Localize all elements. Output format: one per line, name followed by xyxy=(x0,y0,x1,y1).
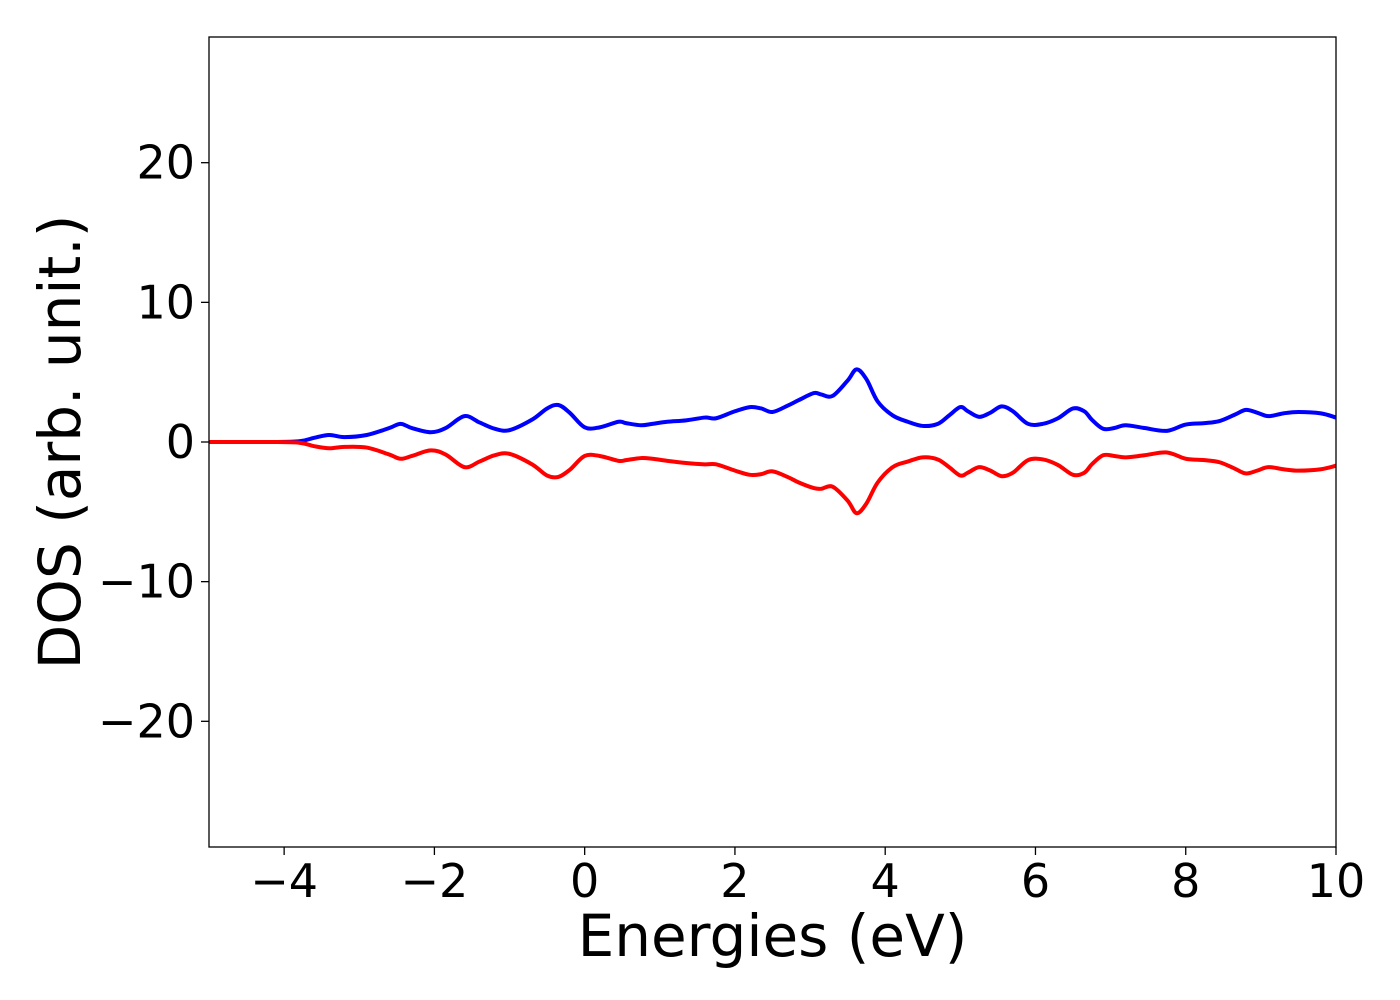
x-axis-ticks: −4 −2 0 2 4 6 8 10 xyxy=(250,847,1365,908)
y-tick-label: 0 xyxy=(166,415,195,469)
plot-frame xyxy=(208,36,1337,848)
x-tick-label: 0 xyxy=(570,854,599,908)
y-tick-label: −20 xyxy=(98,694,195,748)
x-tick-label: 2 xyxy=(720,854,749,908)
x-tick-label: −4 xyxy=(250,854,318,908)
x-tick-label: −2 xyxy=(400,854,468,908)
dos-line-negative xyxy=(209,439,1336,516)
x-axis-label: Energies (eV) xyxy=(578,902,968,970)
x-tick-label: 6 xyxy=(1021,854,1050,908)
y-tick-label: 10 xyxy=(136,275,195,329)
y-tick-label: −10 xyxy=(98,555,195,609)
y-axis-ticks: −20 −10 0 10 20 xyxy=(98,136,209,748)
series-layer xyxy=(209,367,1336,516)
x-tick-label: 10 xyxy=(1307,854,1366,908)
dos-line-positive xyxy=(209,367,1336,445)
x-tick-label: 4 xyxy=(871,854,900,908)
y-tick-label: 20 xyxy=(136,136,195,190)
x-tick-label: 8 xyxy=(1171,854,1200,908)
y-axis-label: DOS (arb. unit.) xyxy=(26,215,94,670)
